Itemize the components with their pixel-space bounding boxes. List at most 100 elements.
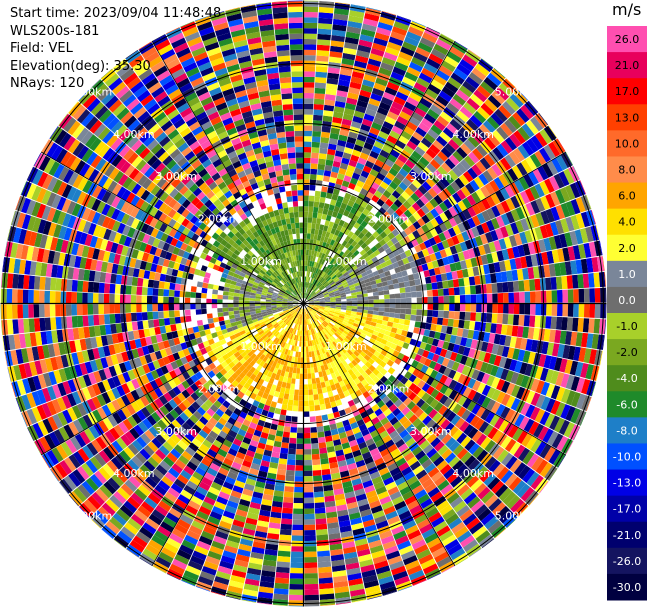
noise-gate [565, 406, 576, 422]
noise-gate [195, 466, 207, 477]
noise-gate [303, 163, 311, 169]
noise-gate [303, 87, 315, 94]
noise-gate [447, 279, 454, 288]
noise-gate [384, 158, 395, 168]
noise-gate [220, 444, 230, 453]
noise-gate [443, 219, 453, 230]
noise-gate [209, 510, 223, 521]
noise-gate [479, 124, 492, 137]
noise-gate [435, 324, 443, 333]
noise-gate [406, 31, 422, 42]
noise-gate [272, 495, 284, 503]
noise-gate [563, 422, 575, 438]
noise-gate [495, 272, 503, 283]
noise-gate [420, 402, 430, 412]
noise-gate [459, 355, 468, 365]
noise-gate [483, 332, 491, 343]
velocity-gate [306, 233, 311, 240]
velocity-gate [313, 201, 320, 208]
noise-gate [247, 567, 262, 576]
noise-gate [290, 55, 303, 61]
noise-gate [105, 520, 120, 535]
noise-gate [363, 433, 373, 442]
velocity-gate [378, 290, 385, 296]
noise-gate [177, 440, 188, 451]
noise-gate [556, 303, 563, 317]
noise-gate [464, 286, 471, 295]
noise-gate [393, 530, 407, 541]
noise-gate [346, 164, 356, 173]
noise-gate [378, 67, 392, 77]
noise-gate [207, 318, 214, 324]
noise-gate [191, 438, 202, 448]
noise-gate [441, 448, 453, 460]
noise-gate [189, 456, 201, 467]
noise-gate [293, 114, 303, 121]
noise-gate [366, 7, 382, 12]
noise-gate [232, 387, 241, 396]
noise-gate [386, 185, 395, 195]
noise-gate [201, 425, 212, 435]
noise-gate [303, 465, 313, 471]
noise-gate [208, 486, 221, 496]
noise-gate [333, 575, 348, 583]
noise-gate [493, 177, 505, 190]
noise-gate [324, 500, 336, 508]
noise-gate [240, 465, 251, 473]
noise-gate [400, 385, 409, 394]
noise-gate [206, 313, 213, 319]
noise-gate [414, 146, 426, 157]
noise-gate [212, 412, 221, 422]
noise-gate [532, 266, 540, 279]
noise-gate [311, 152, 319, 159]
noise-gate [438, 65, 453, 77]
noise-gate [336, 454, 346, 462]
noise-gate [467, 389, 477, 401]
noise-gate [314, 502, 325, 509]
noise-gate [532, 168, 544, 183]
noise-gate [283, 174, 291, 181]
noise-gate [475, 360, 484, 371]
noise-gate [274, 577, 290, 584]
noise-gate [455, 162, 467, 174]
noise-gate [361, 569, 377, 578]
noise-gate [169, 533, 184, 545]
noise-gate [268, 522, 281, 530]
noise-gate [467, 378, 477, 389]
noise-gate [317, 39, 331, 46]
noise-gate [437, 288, 444, 297]
noise-gate [147, 311, 154, 320]
noise-gate [554, 262, 562, 277]
noise-gate [546, 303, 552, 316]
noise-gate [368, 412, 378, 421]
noise-gate [551, 157, 563, 173]
noise-gate [168, 303, 175, 311]
noise-gate [241, 599, 257, 603]
noise-gate [501, 452, 514, 467]
noise-gate [449, 46, 465, 59]
noise-gate [205, 434, 216, 444]
noise-gate [426, 419, 436, 430]
noise-gate [368, 186, 377, 195]
noise-gate [394, 120, 406, 131]
velocity-gate [393, 283, 400, 289]
noise-gate [311, 141, 320, 148]
noise-gate [295, 465, 304, 471]
noise-gate [359, 559, 374, 568]
noise-gate [297, 195, 304, 202]
noise-gate [125, 285, 132, 295]
noise-gate [295, 157, 304, 164]
noise-gate [303, 17, 318, 24]
noise-gate [562, 289, 569, 303]
noise-gate [525, 255, 533, 268]
noise-gate [420, 137, 433, 148]
noise-gate [464, 455, 477, 468]
noise-gate [424, 133, 436, 144]
noise-gate [364, 524, 377, 533]
noise-gate [125, 304, 131, 313]
noise-gate [512, 480, 526, 495]
noise-gate [411, 20, 426, 27]
noise-gate [458, 174, 470, 186]
noise-gate [268, 406, 276, 414]
noise-gate [342, 541, 356, 549]
